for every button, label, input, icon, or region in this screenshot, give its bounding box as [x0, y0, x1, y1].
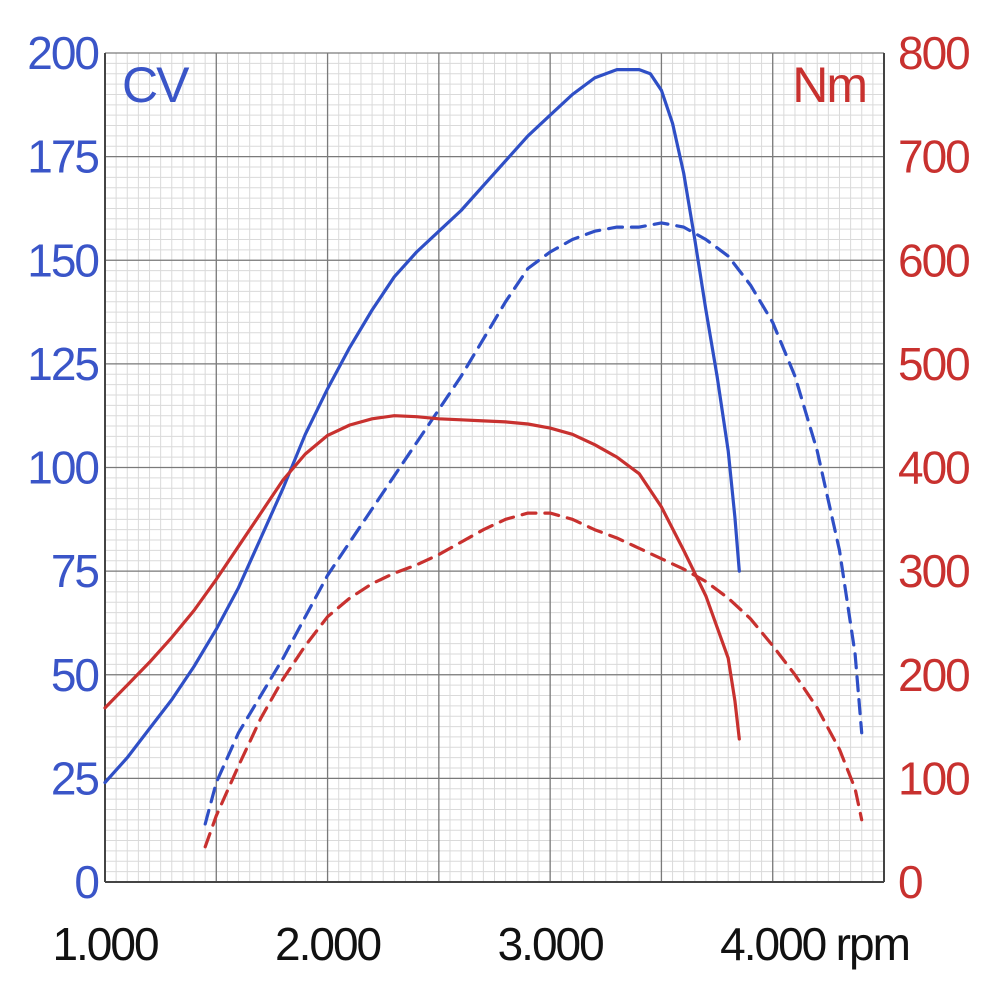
right-tick-label: 500	[898, 338, 969, 390]
left-tick-label: 75	[51, 545, 99, 597]
left-tick-label: 0	[74, 856, 98, 908]
left-tick-label: 25	[51, 752, 99, 804]
left-tick-label: 125	[27, 338, 98, 390]
x-tick-label: 4.000	[720, 918, 826, 970]
right-tick-label: 200	[898, 649, 969, 701]
right-axis-unit: Nm	[792, 57, 866, 113]
x-axis-unit: rpm	[836, 918, 909, 970]
right-tick-label: 300	[898, 545, 969, 597]
left-tick-label: 200	[27, 27, 98, 79]
torque-solid-line	[103, 414, 741, 741]
right-tick-label: 800	[898, 27, 969, 79]
left-tick-label: 100	[27, 442, 98, 494]
series-layer	[103, 68, 864, 849]
left-tick-label: 50	[51, 649, 99, 701]
right-tick-label: 600	[898, 234, 969, 286]
major-grid	[104, 52, 885, 883]
left-tick-label: 175	[27, 131, 98, 183]
x-tick-label: 3.000	[498, 918, 604, 970]
right-tick-label: 700	[898, 131, 969, 183]
x-tick-label: 1.000	[52, 918, 158, 970]
labels-layer: 200 175 150 125 100 75 50 25 0 800 700 600 500 400 300…	[27, 27, 971, 970]
x-tick-label: 2.000	[275, 918, 381, 970]
power-solid-line	[103, 68, 741, 785]
left-axis-unit: CV	[122, 57, 190, 113]
torque-dashed-line	[203, 511, 864, 849]
right-tick-label: 100	[898, 752, 969, 804]
right-tick-label: 400	[898, 442, 969, 494]
right-tick-label: 0	[898, 856, 922, 908]
power-dashed-line	[203, 221, 864, 826]
left-tick-label: 150	[27, 234, 98, 286]
